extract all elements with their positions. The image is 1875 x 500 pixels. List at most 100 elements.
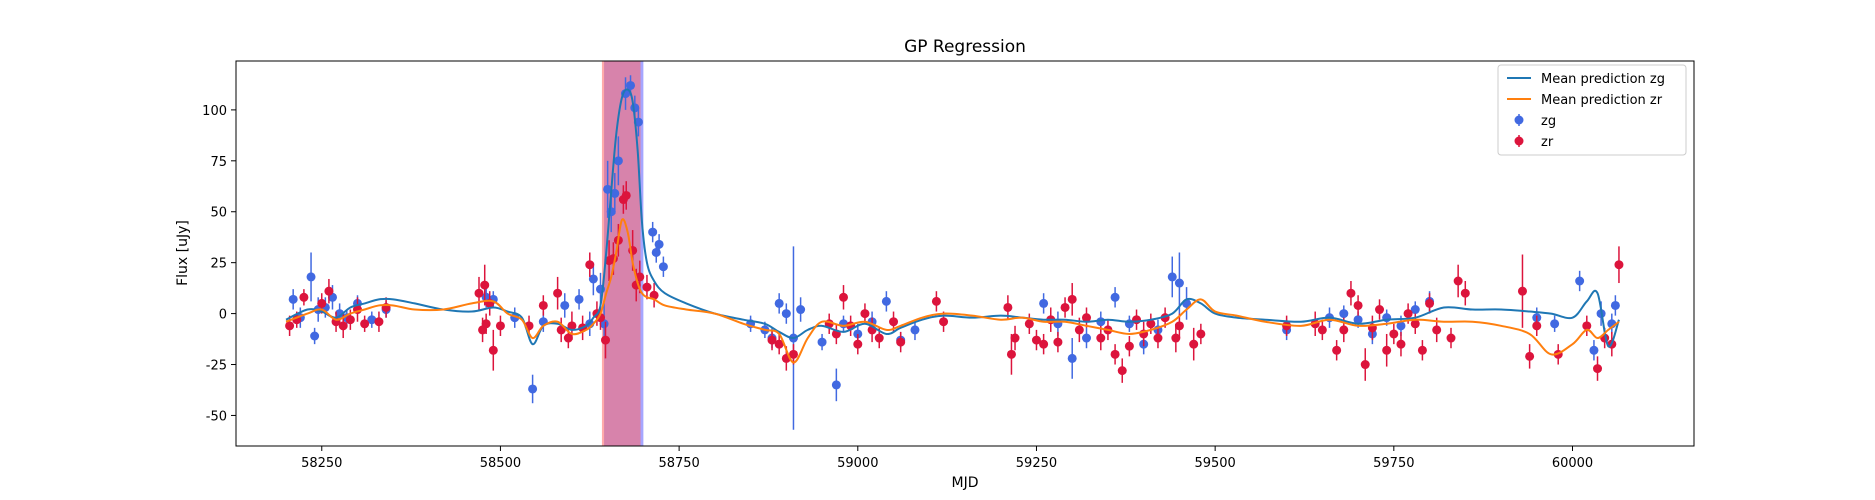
zr-point	[285, 321, 295, 331]
y-tick-label: 75	[210, 155, 227, 170]
zg-point	[1110, 292, 1120, 302]
zr-point	[931, 296, 941, 306]
zg-point	[881, 296, 891, 306]
zr-point	[1003, 302, 1013, 312]
zr-point	[567, 321, 577, 331]
zr-point	[1417, 345, 1427, 355]
y-tick-label: 0	[219, 308, 227, 323]
zg-point	[306, 272, 316, 282]
zr-point	[538, 300, 548, 310]
zg-point	[1082, 333, 1091, 343]
zr-point	[299, 292, 309, 302]
zg-point	[817, 337, 827, 347]
zr-point	[788, 349, 798, 359]
zr-point	[1446, 333, 1456, 343]
zr-point	[1532, 321, 1542, 331]
zg-point	[1410, 305, 1420, 315]
y-tick-label: 25	[210, 257, 227, 272]
zr-point	[1124, 341, 1134, 351]
legend-label-Mean prediction zr: Mean prediction zr	[1541, 93, 1663, 108]
zr-point	[642, 282, 652, 292]
zr-point	[1353, 300, 1363, 310]
x-axis-label: MJD	[952, 475, 979, 491]
y-axis-label: Flux [uJy]	[175, 220, 191, 286]
zr-point	[1039, 339, 1049, 349]
zr-point	[360, 319, 370, 329]
zg-point	[310, 331, 320, 341]
zr-point	[1117, 366, 1127, 376]
zr-point	[649, 290, 659, 300]
zr-point	[1525, 351, 1535, 361]
x-tick-label: 58250	[301, 456, 342, 471]
zr-point	[596, 313, 605, 323]
zr-point	[1060, 302, 1070, 312]
zr-point	[1332, 345, 1342, 355]
zr-point	[1067, 294, 1077, 304]
zr-point	[1517, 286, 1527, 296]
zr-point	[338, 321, 348, 331]
x-tick-label: 59750	[1373, 456, 1414, 471]
axes-frame	[235, 60, 1695, 447]
zg-point	[603, 184, 613, 194]
zr-point	[1396, 339, 1406, 349]
zg-point	[781, 309, 791, 319]
zr-point	[1360, 360, 1370, 370]
zg-point	[1589, 345, 1599, 355]
zg-point	[658, 262, 668, 272]
legend-label-zg: zg	[1541, 114, 1556, 129]
x-tick-label: 58750	[658, 456, 699, 471]
zg-point	[1174, 278, 1184, 288]
zg-point	[626, 80, 636, 90]
zr-point	[563, 333, 573, 343]
zr-point	[1346, 288, 1356, 298]
series-zr	[285, 181, 1624, 383]
zr-point	[1425, 298, 1435, 308]
zr-point	[474, 288, 484, 298]
zg-point	[335, 309, 345, 319]
zg-point	[648, 227, 658, 237]
zg-point	[1067, 353, 1077, 363]
zg-point	[367, 315, 377, 325]
zr-point	[874, 333, 884, 343]
zr-point	[495, 321, 505, 331]
zr-point	[1317, 325, 1327, 335]
y-tick-label: -50	[206, 409, 227, 424]
zg-point	[528, 384, 538, 394]
x-tick-label: 59250	[1016, 456, 1057, 471]
zr-point	[1010, 333, 1020, 343]
zr-point	[1096, 333, 1106, 343]
x-tick-label: 59500	[1194, 456, 1235, 471]
zg-point	[613, 156, 623, 166]
zr-point	[324, 286, 334, 296]
zr-point	[1074, 325, 1084, 335]
plot-layer	[285, 61, 1624, 446]
zr-point	[1146, 319, 1156, 329]
legend-marker-zg	[1514, 115, 1524, 125]
zg-point	[560, 300, 570, 310]
zr-point	[1389, 329, 1399, 339]
zg-point	[1339, 309, 1349, 319]
zr-point	[601, 335, 611, 345]
zg-point	[1550, 319, 1560, 329]
series-zg	[288, 75, 1620, 430]
tick-layer: 58250 58500 58750 59000 59250 59500 59750 60000…	[202, 104, 1593, 471]
zg-point	[1610, 300, 1620, 310]
zr-point	[853, 339, 863, 349]
zg-point	[1575, 276, 1585, 286]
zg-point	[654, 239, 664, 249]
chart-title: GP Regression	[904, 37, 1026, 57]
zr-point	[1453, 276, 1463, 286]
plot-area	[285, 61, 1624, 446]
zr-point	[1132, 315, 1142, 325]
zr-point	[1110, 349, 1120, 359]
zr-point	[1403, 309, 1413, 319]
zr-point	[481, 319, 491, 329]
x-tick-label: 59000	[837, 456, 878, 471]
zr-point	[553, 288, 563, 298]
zr-point	[939, 317, 949, 327]
zr-point	[839, 292, 848, 302]
zr-point	[317, 298, 327, 308]
x-tick-label: 58500	[480, 456, 521, 471]
zr-point	[1196, 329, 1206, 339]
